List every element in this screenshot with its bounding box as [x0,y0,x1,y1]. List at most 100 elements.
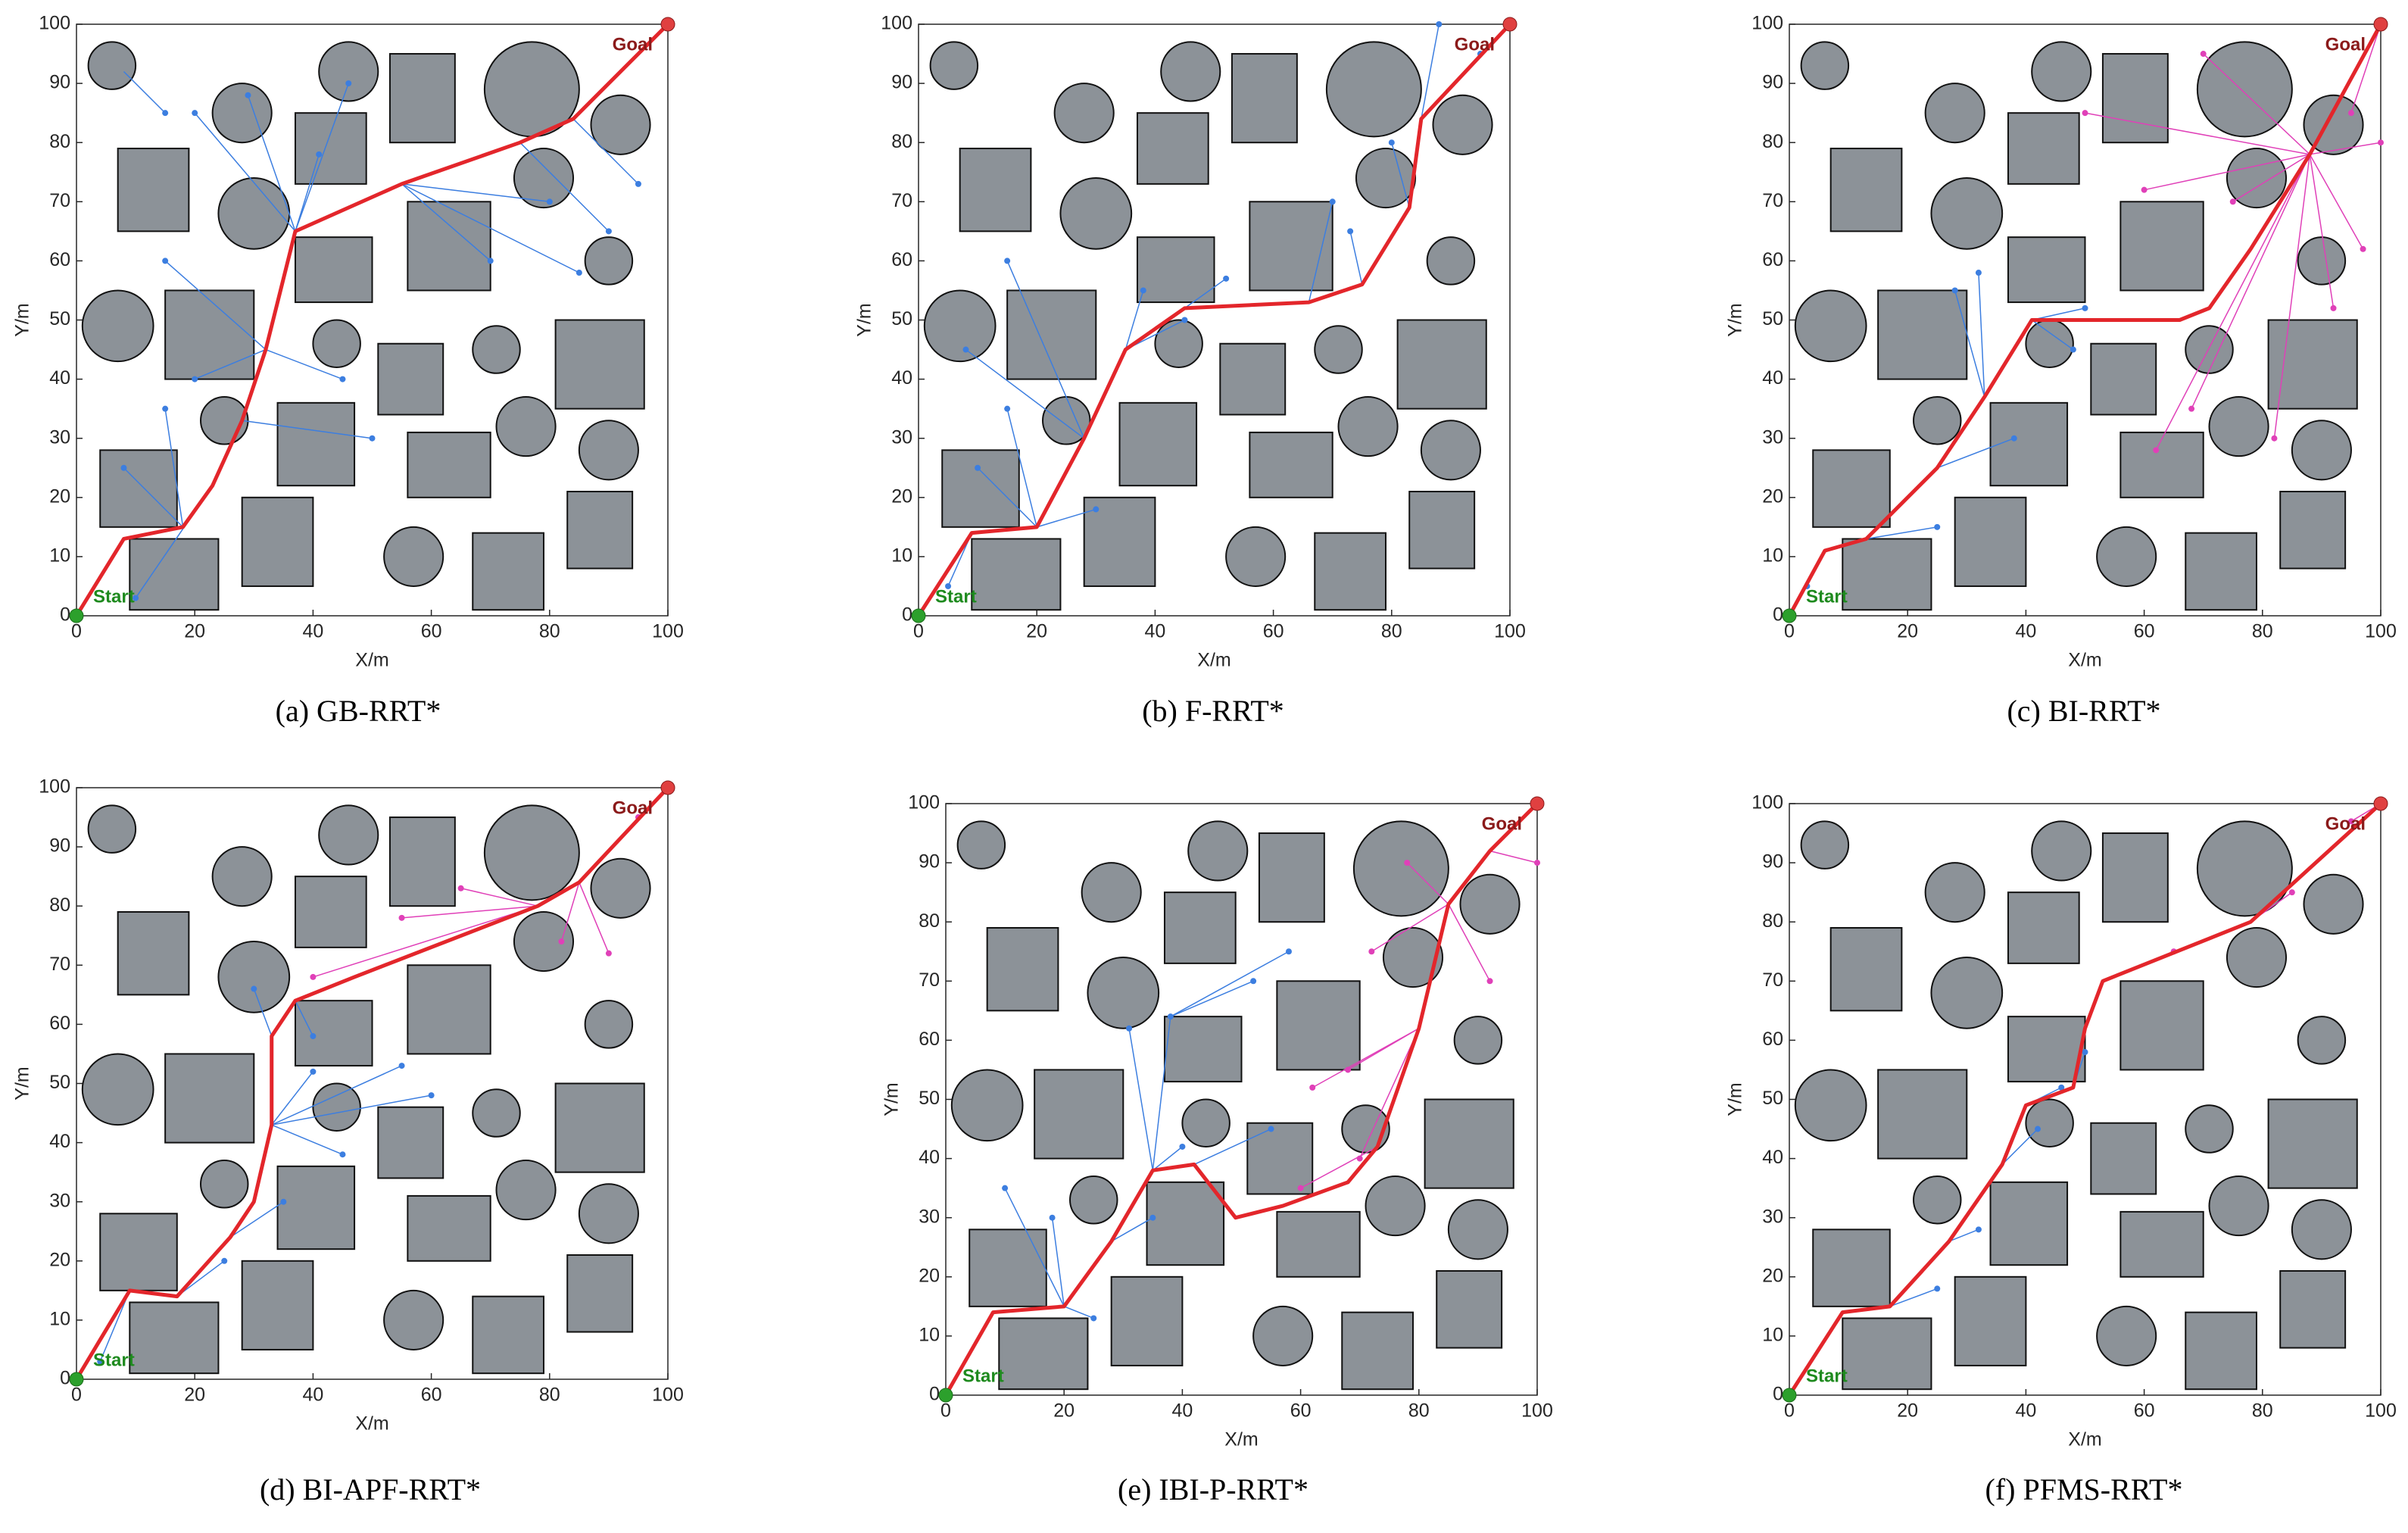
tree-node [1951,287,1958,294]
obstacle-rect [1842,1317,1932,1391]
obstacle-circle [1426,236,1476,286]
tree-edge [1421,23,1440,120]
obstacle-circle [590,857,651,919]
tree-node [635,180,641,187]
obstacle-rect [1842,538,1932,611]
y-tick-label: 10 [1762,545,1783,567]
goal-label: Goal [2325,34,2366,55]
obstacle-circle [2303,873,2364,935]
tree-node [2360,245,2366,252]
goal-point [660,17,675,32]
tree-edge [579,882,610,954]
y-tick-label: 50 [49,1072,70,1093]
obstacle-rect [1989,1181,2069,1266]
obstacle-rect [377,1106,444,1179]
path-line [916,23,1511,617]
obstacle-circle [2297,236,2347,286]
y-tick-label: 50 [1762,308,1783,329]
tree-node [2188,405,2195,412]
obstacle-rect [2119,980,2204,1071]
y-axis-label: Y/m [12,1066,33,1100]
x-tick-label: 60 [1263,621,1284,642]
obstacle-circle [2291,420,2352,481]
tree-node [575,270,582,276]
obstacle-rect [1276,980,1361,1071]
tree-edge [247,95,296,232]
obstacle-rect [1163,1016,1243,1083]
tree-edge [2309,154,2335,308]
y-tick-label: 60 [49,1013,70,1034]
obstacle-rect [1408,490,1476,570]
tree-node [192,110,198,117]
obstacle-circle [2096,1305,2157,1366]
start-label: Start [935,586,977,607]
panel: 0 20 40 60 80 100 0 10 20 30 40 50 60 70 80 90 100 X/m Y/m… [1725,13,2397,729]
tree-edge [1063,1306,1094,1319]
tree-edge [1448,904,1491,982]
caption: (e) IBI-P-RRT* [1118,1472,1308,1506]
tree-edge [1124,290,1144,350]
obstacle-circle [217,177,291,250]
y-tick-label: 50 [891,308,912,329]
tree-edge [519,142,610,232]
obstacle-circle [590,94,651,155]
tree-edge [2203,53,2310,155]
goal-label: Goal [1455,34,1495,55]
x-tick-label: 80 [2252,1400,2273,1422]
obstacle-rect [241,496,314,587]
tree-edge [2144,154,2310,191]
obstacle-circle [2297,1016,2347,1065]
tree-edge [295,83,349,232]
tree-node [1297,1185,1304,1191]
start-label: Start [1806,1366,1848,1386]
x-tick-label: 20 [184,1385,205,1406]
y-tick-label: 30 [919,1206,940,1227]
obstacle-circle [578,420,639,481]
tree-node [2347,110,2354,117]
obstacle-rect [1829,927,1903,1012]
tree-node [1285,948,1292,955]
obstacle-rect [472,532,544,611]
obstacle-rect [1314,532,1386,611]
obstacle-circle [1252,1305,1314,1366]
tree-node [192,376,198,382]
obstacle-rect [1231,53,1298,144]
y-axis-label: Y/m [1725,1082,1746,1116]
obstacle-rect [2007,1016,2086,1083]
obstacle-rect [294,876,367,948]
tree-edge [1489,850,1538,863]
obstacle-rect [294,236,373,304]
tree-node [1934,523,1941,530]
obstacle-circle [495,396,557,457]
obstacle-circle [211,846,273,907]
tree-node [398,1063,405,1069]
tree-edge [253,988,273,1037]
obstacle-circle [1794,289,1867,363]
obstacle-circle [1087,957,1160,1029]
obstacle-circle [2096,526,2157,587]
tree-edge [560,882,580,942]
tree-edge [1036,508,1096,528]
y-tick-label: 0 [902,604,912,626]
obstacle-circle [2025,319,2074,368]
x-tick-label: 20 [1897,1400,1918,1422]
x-tick-label: 60 [421,1385,442,1406]
x-tick-label: 0 [940,1400,951,1422]
tree-node [339,376,346,382]
tree-node [1934,1285,1941,1292]
obstacle-circle [1187,820,1249,882]
obstacle-circle [2031,820,2092,882]
y-tick-label: 40 [919,1147,940,1168]
tree-edge [1152,1146,1183,1171]
tree-edge [965,348,1085,439]
obstacle-circle [1365,1176,1426,1237]
x-tick-label: 40 [1144,621,1165,642]
obstacle-rect [377,342,444,416]
obstacle-circle [2226,927,2288,988]
tree-edge [1406,862,1449,905]
obstacle-rect [164,1053,255,1144]
x-axis-label: X/m [2068,1429,2101,1450]
obstacle-rect [986,927,1059,1012]
obstacle-rect [117,148,190,233]
obstacle-circle [2226,148,2288,209]
